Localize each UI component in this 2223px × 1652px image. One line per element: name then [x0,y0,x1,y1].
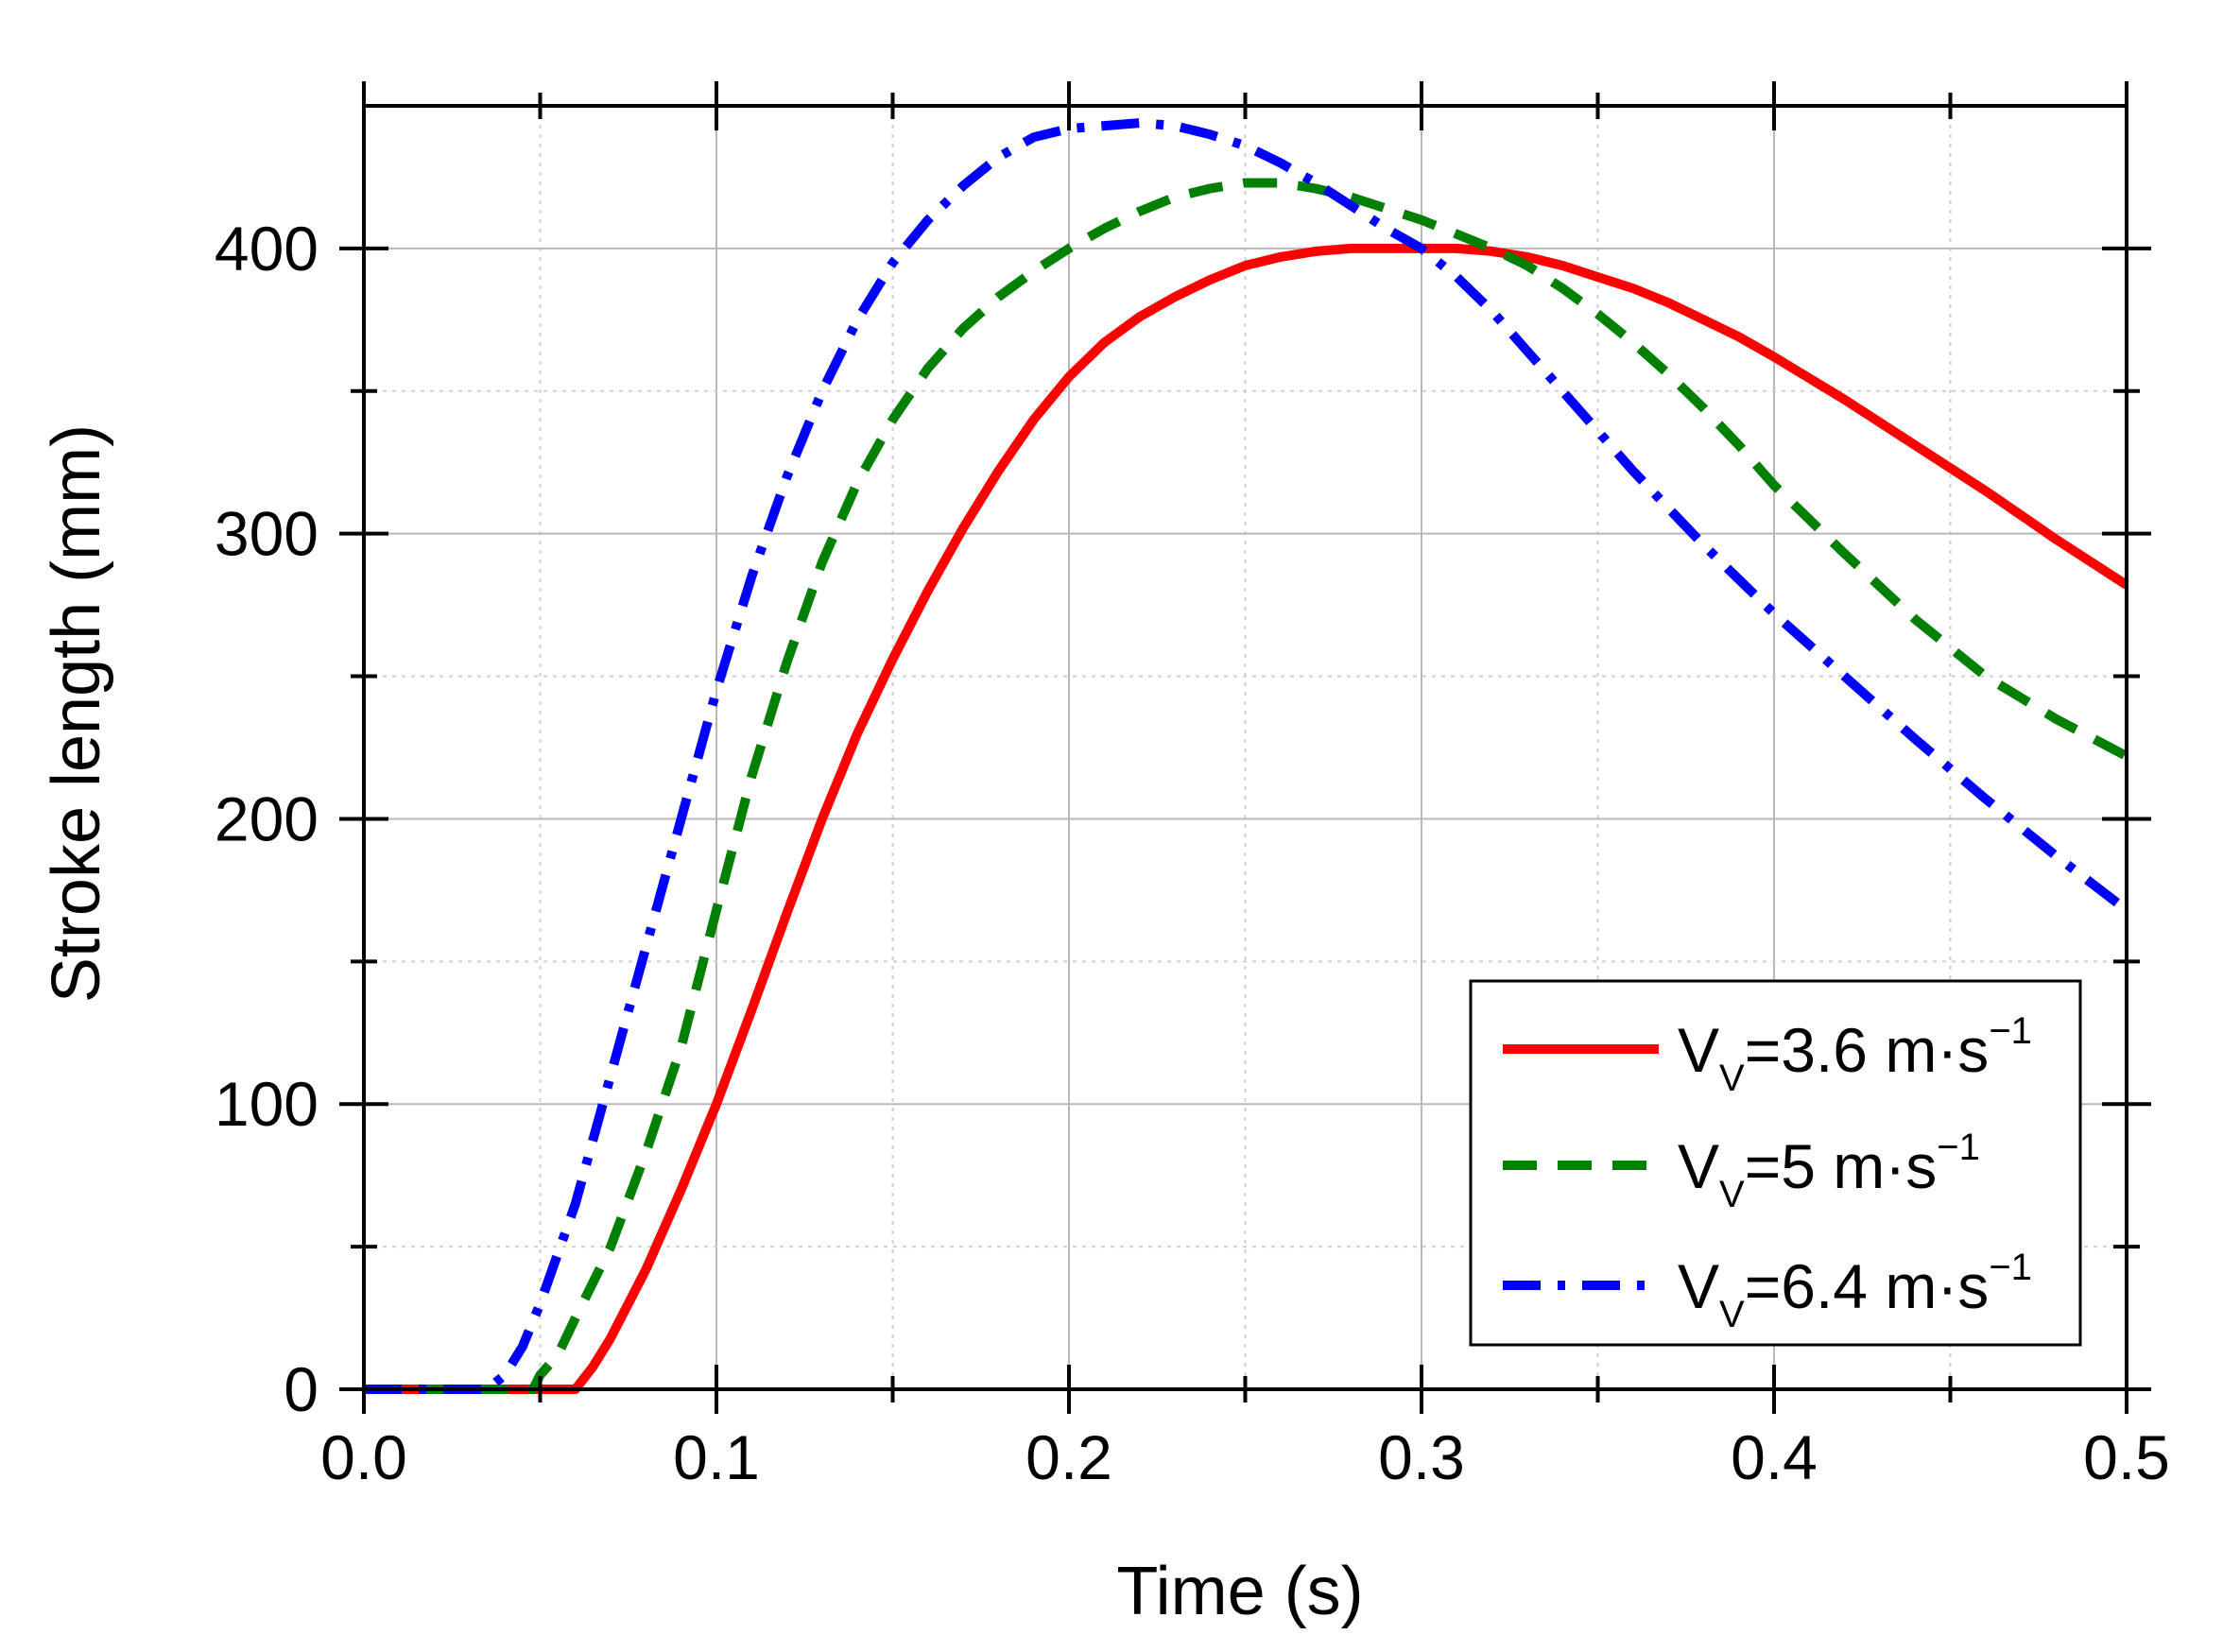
y-tick-label: 300 [215,499,319,569]
legend-label: VV=5 m·s−1 [1678,1127,1980,1215]
legend-label: VV=3.6 m·s−1 [1678,1010,2032,1099]
y-tick-label: 400 [215,214,319,284]
series-line-dashdot [364,118,2130,1394]
x-tick-label: 0.0 [320,1422,407,1492]
x-tick-label: 0.3 [1378,1422,1465,1492]
y-tick-label: 200 [215,783,319,853]
x-tick-label: 0.2 [1025,1422,1112,1492]
series-line-dashed [364,178,2129,1394]
x-tick-label: 0.5 [2083,1422,2170,1492]
series-line-solid [364,243,2129,1394]
x-axis-title: Time (s) [1116,1554,1363,1629]
y-tick-label: 100 [215,1069,319,1139]
axes [339,81,2151,1414]
y-tick-label: 0 [284,1354,319,1424]
y-axis-title: Stroke length (mm) [39,424,114,1003]
x-tick-label: 0.4 [1731,1422,1818,1492]
x-tick-label: 0.1 [673,1422,760,1492]
series-group [364,118,2130,1394]
legend: VV=3.6 m·s−1 VV=5 m·s−1 VV=6.4 m·s−1 [1469,979,2082,1347]
tick-labels: 0.0 0.1 0.2 0.3 0.4 0.5 0 100 200 300 400 [215,214,2170,1492]
legend-label: VV=6.4 m·s−1 [1678,1247,2032,1335]
